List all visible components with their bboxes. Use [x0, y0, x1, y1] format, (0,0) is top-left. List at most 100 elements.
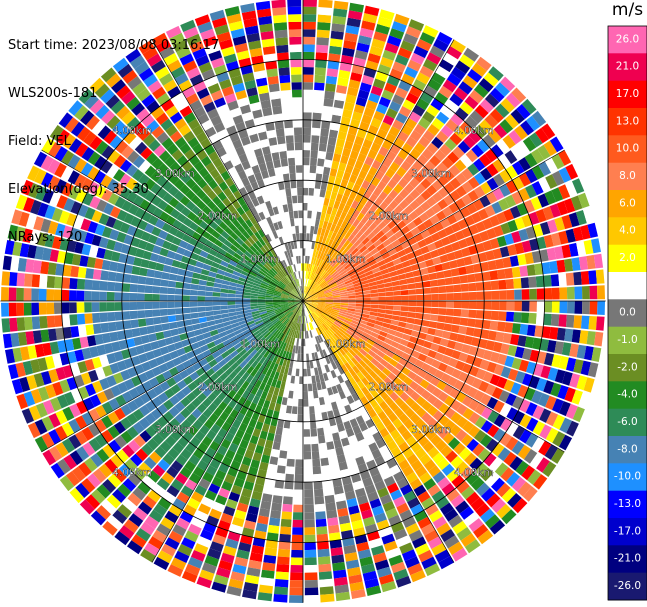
velocity-gate — [119, 186, 132, 200]
velocity-gate — [480, 181, 492, 195]
velocity-gate — [367, 277, 376, 283]
velocity-gate — [261, 227, 269, 236]
velocity-gate — [190, 194, 201, 205]
velocity-gate — [510, 109, 525, 124]
velocity-gate — [209, 220, 219, 230]
velocity-gate — [401, 301, 409, 306]
velocity-gate — [328, 175, 336, 185]
velocity-gate — [391, 280, 400, 287]
velocity-gate — [436, 130, 449, 143]
velocity-gate — [450, 268, 460, 277]
velocity-gate — [122, 320, 132, 330]
velocity-gate — [137, 128, 151, 141]
velocity-gate — [456, 258, 466, 268]
velocity-gate — [219, 38, 233, 50]
velocity-gate — [330, 191, 338, 201]
velocity-gate — [280, 295, 289, 298]
velocity-gate — [355, 303, 364, 307]
velocity-gate — [327, 337, 335, 346]
velocity-gate — [317, 295, 326, 298]
velocity-gate — [286, 285, 293, 291]
velocity-gate — [434, 369, 445, 380]
velocity-gate — [185, 200, 196, 211]
velocity-gate — [235, 287, 244, 292]
velocity-gate — [325, 294, 333, 298]
velocity-gate — [525, 433, 539, 448]
velocity-gate — [31, 274, 40, 288]
velocity-gate — [197, 290, 206, 296]
velocity-gate — [121, 145, 134, 159]
velocity-gate — [235, 263, 244, 271]
velocity-gate — [326, 206, 333, 215]
velocity-gate — [339, 269, 348, 277]
velocity-gate — [335, 193, 343, 203]
velocity-gate — [421, 362, 431, 372]
velocity-gate — [294, 482, 303, 490]
velocity-gate — [258, 305, 266, 309]
velocity-gate — [440, 529, 456, 543]
velocity-gate — [526, 417, 539, 432]
velocity-gate — [283, 112, 293, 121]
velocity-gate — [281, 342, 287, 351]
velocity-gate — [212, 195, 222, 206]
velocity-gate — [210, 423, 221, 434]
velocity-gate — [94, 334, 104, 345]
velocity-gate — [325, 299, 334, 301]
velocity-gate — [322, 271, 329, 279]
velocity-gate — [314, 336, 320, 344]
velocity-gate — [285, 135, 294, 144]
velocity-gate — [155, 218, 166, 229]
velocity-gate — [351, 111, 363, 122]
velocity-gate — [339, 123, 349, 133]
velocity-gate — [270, 336, 277, 344]
velocity-gate — [310, 297, 318, 300]
velocity-gate — [195, 241, 205, 250]
velocity-gate — [388, 554, 404, 567]
velocity-gate — [54, 162, 67, 178]
velocity-gate — [174, 308, 183, 315]
velocity-gate — [455, 500, 470, 514]
velocity-gate — [280, 297, 289, 300]
velocity-gate — [476, 291, 485, 300]
velocity-gate — [102, 365, 113, 377]
velocity-gate — [435, 439, 448, 452]
velocity-gate — [391, 367, 401, 377]
velocity-gate — [345, 164, 354, 174]
velocity-gate — [345, 329, 354, 337]
velocity-gate — [405, 436, 417, 447]
velocity-gate — [176, 347, 186, 357]
velocity-gate — [162, 240, 172, 250]
velocity-gate — [392, 61, 406, 73]
velocity-gate — [421, 412, 432, 423]
velocity-gate — [236, 470, 247, 481]
velocity-gate — [175, 99, 189, 111]
velocity-gate — [408, 111, 422, 123]
velocity-gate — [250, 295, 258, 299]
velocity-gate — [397, 424, 408, 435]
velocity-gate — [318, 143, 327, 152]
velocity-gate — [149, 509, 164, 523]
velocity-gate — [407, 283, 416, 290]
velocity-gate — [376, 362, 386, 372]
velocity-gate — [404, 205, 414, 215]
velocity-gate — [412, 324, 422, 332]
velocity-gate — [452, 316, 461, 325]
velocity-gate — [317, 22, 331, 31]
velocity-gate — [245, 209, 254, 219]
velocity-gate — [474, 172, 486, 185]
velocity-gate — [543, 380, 555, 395]
velocity-gate — [416, 301, 424, 307]
velocity-gate — [276, 254, 283, 262]
velocity-gate — [391, 239, 401, 248]
velocity-gate — [310, 225, 315, 234]
velocity-gate — [327, 354, 334, 363]
velocity-gate — [307, 376, 312, 384]
velocity-gate — [575, 210, 587, 226]
velocity-gate — [272, 495, 283, 504]
velocity-gate — [181, 160, 193, 172]
velocity-gate — [328, 524, 340, 534]
velocity-gate — [529, 288, 537, 300]
velocity-gate — [303, 14, 317, 22]
velocity-gate — [475, 368, 487, 380]
velocity-gate — [482, 271, 491, 281]
